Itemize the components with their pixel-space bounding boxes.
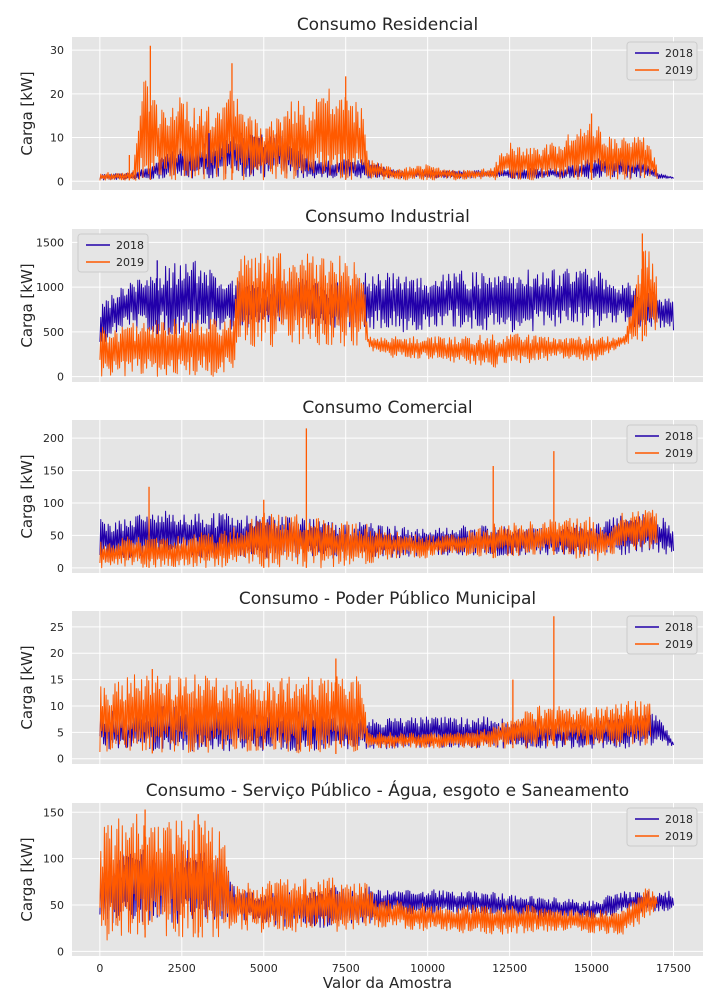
legend-label: 2018 bbox=[116, 239, 144, 252]
y-tick-label: 15 bbox=[50, 674, 64, 687]
y-tick-label: 1500 bbox=[36, 236, 64, 249]
y-tick-label: 0 bbox=[57, 562, 64, 575]
y-tick-label: 0 bbox=[57, 371, 64, 384]
legend: 2018 2019 bbox=[77, 233, 149, 273]
legend-label: 2019 bbox=[665, 64, 693, 77]
series-line-2019 bbox=[99, 80, 658, 181]
legend-label: 2018 bbox=[665, 813, 693, 826]
y-tick-label: 0 bbox=[57, 175, 64, 188]
y-tick-label: 20 bbox=[50, 647, 64, 660]
y-tick-label: 10 bbox=[50, 132, 64, 145]
x-tick-label: 2500 bbox=[168, 962, 196, 975]
chart-panel-3: 0 50 100 150 200 Consumo Comercial Carga [kW] 2… bbox=[18, 398, 703, 575]
x-tick-label: 12500 bbox=[492, 962, 527, 975]
chart-title: Consumo Residencial bbox=[297, 15, 478, 35]
legend-label: 2018 bbox=[665, 430, 693, 443]
legend-label: 2019 bbox=[116, 256, 144, 269]
y-tick-label: 0 bbox=[57, 753, 64, 766]
x-tick-label: 5000 bbox=[250, 962, 278, 975]
y-tick-label: 150 bbox=[43, 806, 64, 819]
y-axis-label: Carga [kW] bbox=[18, 837, 36, 921]
chart-panel-2: 0 500 1000 1500 Consumo Industrial Carga [kW]… bbox=[18, 207, 703, 384]
chart-panel-4: 0 5 10 15 20 25 Consumo - Poder Público Munici… bbox=[18, 589, 703, 766]
legend-label: 2019 bbox=[665, 830, 693, 843]
y-tick-label: 30 bbox=[50, 44, 64, 57]
y-tick-label: 0 bbox=[57, 945, 64, 958]
legend-label: 2019 bbox=[665, 638, 693, 651]
series-line-2019 bbox=[99, 674, 652, 754]
series-line-2019 bbox=[99, 509, 658, 569]
y-tick-label: 50 bbox=[50, 899, 64, 912]
legend: 2018 2019 bbox=[626, 424, 698, 464]
y-tick-label: 20 bbox=[50, 88, 64, 101]
legend-label: 2018 bbox=[665, 621, 693, 634]
x-tick-label: 17500 bbox=[656, 962, 691, 975]
series-line-2018 bbox=[99, 260, 674, 342]
y-tick-label: 200 bbox=[43, 432, 64, 445]
legend: 2018 2019 bbox=[626, 807, 698, 847]
chart-title: Consumo Comercial bbox=[302, 398, 472, 418]
x-axis-label: Valor da Amostra bbox=[323, 974, 452, 992]
y-axis-label: Carga [kW] bbox=[18, 645, 36, 729]
chart-title: Consumo Industrial bbox=[305, 207, 470, 227]
chart-panel-5: 0 50 100 150 0 2500 5000 7500 10000 12500 15000 175… bbox=[18, 779, 703, 992]
chart-panel-1: 0 10 20 30 Consumo Residencial Carga [kW] 2018… bbox=[18, 15, 703, 190]
series-line-2019 bbox=[99, 250, 658, 377]
chart-title: Consumo - Serviço Público - Água, esgoto… bbox=[146, 779, 629, 801]
y-tick-label: 5 bbox=[57, 726, 64, 739]
legend-label: 2018 bbox=[665, 47, 693, 60]
x-tick-label: 10000 bbox=[410, 962, 445, 975]
chart-title: Consumo - Poder Público Municipal bbox=[239, 589, 536, 609]
y-axis-label: Carga [kW] bbox=[18, 263, 36, 347]
y-tick-label: 10 bbox=[50, 700, 64, 713]
y-tick-label: 25 bbox=[50, 621, 64, 634]
y-tick-label: 500 bbox=[43, 326, 64, 339]
y-tick-label: 1000 bbox=[36, 281, 64, 294]
x-tick-label: 0 bbox=[96, 962, 103, 975]
x-tick-label: 15000 bbox=[574, 962, 609, 975]
legend: 2018 2019 bbox=[626, 41, 698, 81]
series-line-2019 bbox=[99, 813, 658, 941]
x-tick-label: 7500 bbox=[332, 962, 360, 975]
y-axis-label: Carga [kW] bbox=[18, 454, 36, 538]
y-tick-label: 100 bbox=[43, 853, 64, 866]
y-tick-label: 150 bbox=[43, 465, 64, 478]
legend: 2018 2019 bbox=[626, 615, 698, 655]
y-tick-label: 100 bbox=[43, 497, 64, 510]
legend-label: 2019 bbox=[665, 447, 693, 460]
y-axis-label: Carga [kW] bbox=[18, 71, 36, 155]
y-tick-label: 50 bbox=[50, 529, 64, 542]
